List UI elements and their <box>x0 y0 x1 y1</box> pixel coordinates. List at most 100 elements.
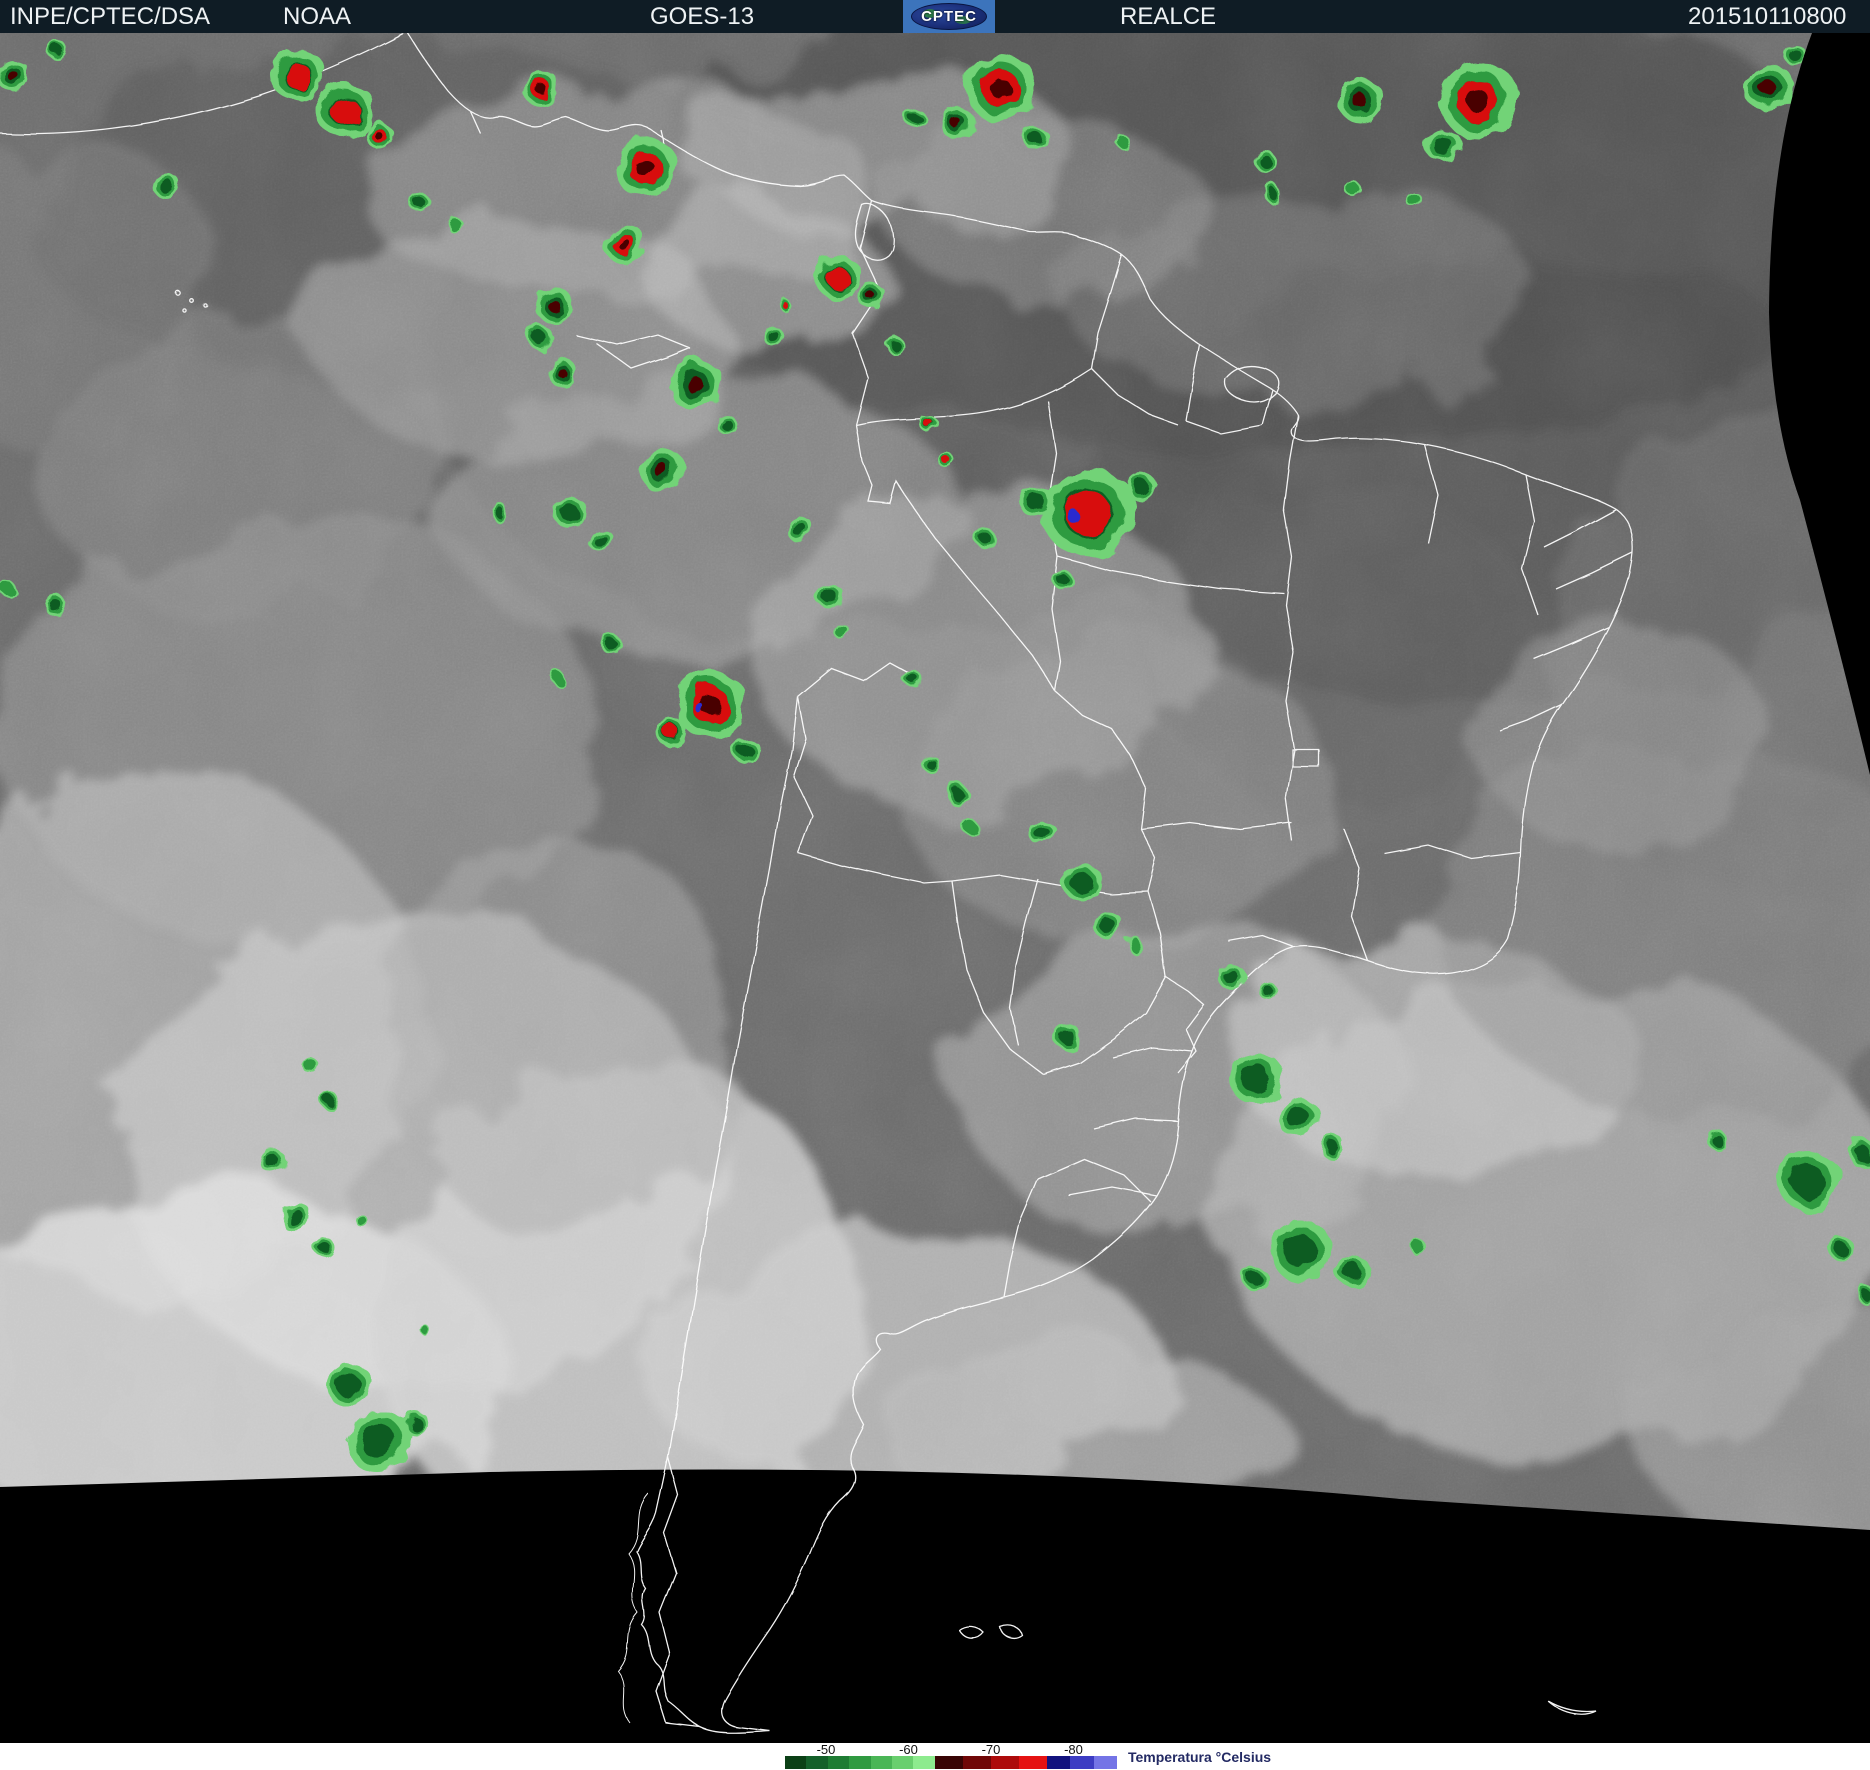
storm-cluster <box>717 415 737 435</box>
storm-cluster <box>886 336 904 354</box>
storm-cluster <box>317 83 375 139</box>
storm-cluster <box>1744 64 1794 112</box>
storm-cluster <box>779 299 791 311</box>
storm-cluster <box>1029 820 1056 846</box>
nodata-right-limb <box>1769 33 1870 775</box>
storm-cluster <box>1063 864 1102 902</box>
storm-cluster <box>1425 128 1460 162</box>
storm-cluster <box>1043 468 1136 558</box>
palette-segment <box>891 1756 914 1769</box>
storm-clusters <box>0 41 1870 1473</box>
storm-cluster <box>1778 1151 1840 1211</box>
storm-cluster <box>588 528 613 552</box>
storm-cluster <box>0 581 16 597</box>
storm-cluster <box>44 594 66 616</box>
storm-cluster <box>815 582 842 608</box>
legend-tick: -80 <box>1064 1742 1083 1757</box>
cptec-logo-globe-icon <box>911 3 987 30</box>
cptec-logo-continent-icon <box>923 9 937 18</box>
legend-tick-labels: -50 -60 -70 -80 <box>785 1743 1117 1756</box>
storm-cluster <box>903 669 921 687</box>
storm-cluster <box>1052 569 1072 589</box>
storm-cluster <box>1708 1131 1728 1151</box>
legend-title: Temperatura °Celsius <box>1128 1749 1272 1765</box>
storm-cluster <box>1243 1267 1268 1291</box>
palette-segment <box>785 1756 807 1769</box>
storm-cluster <box>947 784 969 806</box>
storm-cluster <box>1127 937 1143 953</box>
storm-cluster <box>1828 1236 1853 1260</box>
storm-cluster <box>1407 193 1423 209</box>
storm-cluster <box>1412 1241 1428 1257</box>
palette-segment <box>1070 1756 1094 1769</box>
storm-cluster <box>1784 44 1806 66</box>
storm-cluster <box>669 359 723 411</box>
storm-cluster <box>403 1411 428 1435</box>
header-bar: INPE/CPTEC/DSA NOAA GOES-13 CPTEC REALCE… <box>0 0 1870 33</box>
storm-cluster <box>326 1363 372 1407</box>
storm-cluster <box>859 284 886 310</box>
storm-cluster <box>152 172 179 198</box>
temperature-colorbar <box>785 1756 1117 1769</box>
storm-cluster <box>600 633 620 653</box>
storm-cluster <box>762 325 782 345</box>
cptec-logo-continent-icon <box>955 16 971 24</box>
storm-cluster <box>551 671 565 685</box>
noaa-label: NOAA <box>283 3 352 30</box>
storm-cluster <box>491 504 509 522</box>
storm-cluster <box>1336 1255 1369 1287</box>
cptec-logo-text: CPTEC <box>921 8 977 25</box>
storm-cluster <box>919 752 937 770</box>
cptec-logo: CPTEC <box>903 0 995 33</box>
legend-tick: -60 <box>899 1742 918 1757</box>
storm-cluster <box>365 122 392 148</box>
agency-label: INPE/CPTEC/DSA <box>10 3 211 30</box>
storm-cluster <box>657 718 688 748</box>
palette-segment <box>827 1756 850 1769</box>
palette-segment <box>806 1756 828 1769</box>
storm-cluster <box>1115 134 1129 148</box>
storm-cluster <box>423 1328 433 1338</box>
storm-cluster <box>942 109 975 141</box>
storm-cluster <box>1318 1133 1343 1157</box>
palette-segment <box>870 1756 892 1769</box>
storm-cluster <box>260 1149 285 1173</box>
storm-cluster <box>1278 1098 1319 1138</box>
storm-cluster <box>1848 1139 1870 1167</box>
legend-strip: -50 -60 -70 -80 Temperatura °Celsius <box>0 1743 1870 1770</box>
storm-cluster <box>528 326 553 350</box>
storm-cluster <box>975 528 995 548</box>
storm-cluster <box>1219 965 1246 991</box>
storm-cluster <box>964 821 980 837</box>
palette-segment <box>962 1756 991 1769</box>
palette-segment <box>934 1756 963 1769</box>
legend-tick: -50 <box>816 1742 836 1757</box>
storm-cluster <box>787 517 814 543</box>
nodata-regions <box>0 33 1870 1743</box>
storm-cluster <box>548 359 577 387</box>
storm-cluster <box>1052 1022 1079 1048</box>
storm-cluster <box>1344 180 1360 196</box>
storm-cluster <box>676 671 746 739</box>
storm-cluster <box>535 287 572 323</box>
storm-cluster <box>1229 1052 1283 1104</box>
palette-segment <box>849 1756 871 1769</box>
storm-cluster <box>0 59 29 91</box>
country-borders <box>0 32 1634 1554</box>
storm-cluster <box>921 416 939 434</box>
storm-cluster <box>615 138 677 198</box>
storm-cluster <box>410 193 430 213</box>
satellite-label: GOES-13 <box>650 3 755 30</box>
storm-cluster <box>835 625 851 641</box>
storm-cluster <box>321 1092 339 1110</box>
storm-cluster <box>905 108 925 128</box>
storm-cluster <box>1128 474 1157 502</box>
palette-segment <box>1046 1756 1071 1769</box>
nodata-bottom-band <box>0 1469 1870 1743</box>
product-label: REALCE <box>1120 3 1217 30</box>
storm-cluster <box>1019 485 1052 517</box>
palette-segment <box>1018 1756 1047 1769</box>
storm-cluster <box>1270 1221 1332 1281</box>
storm-cluster <box>1023 126 1048 150</box>
